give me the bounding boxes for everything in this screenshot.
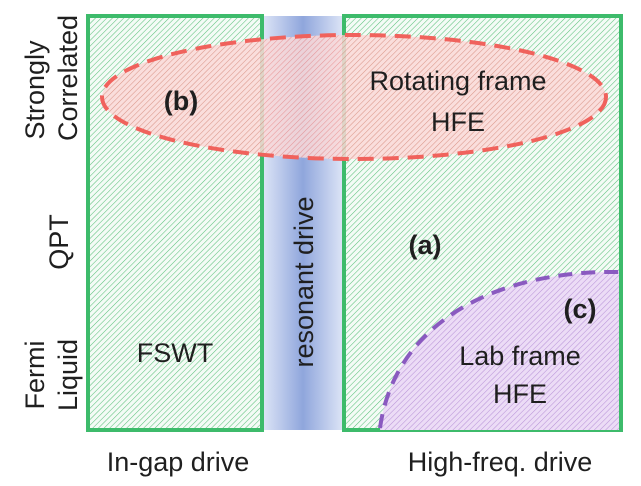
lab-frame-label: Lab frame bbox=[459, 341, 581, 371]
marker-b: (b) bbox=[164, 86, 198, 116]
resonant-drive-label: resonant drive bbox=[289, 196, 319, 367]
marker-c: (c) bbox=[564, 294, 597, 324]
y-label-strongly: Strongly bbox=[20, 40, 50, 140]
lab-frame-hfe-label: HFE bbox=[493, 379, 547, 409]
y-label-fermi: Fermi bbox=[20, 341, 50, 410]
lab-frame-boundary bbox=[378, 269, 620, 429]
lab-frame-region bbox=[380, 271, 619, 430]
x-label-in-gap: In-gap drive bbox=[107, 447, 250, 477]
y-axis-labels: Strongly Correlated QPT Fermi Liquid bbox=[20, 15, 83, 411]
x-axis-labels: In-gap drive High-freq. drive bbox=[107, 447, 593, 477]
marker-a: (a) bbox=[409, 230, 442, 260]
x-label-high-freq: High-freq. drive bbox=[408, 447, 593, 477]
y-label-qpt: QPT bbox=[44, 214, 74, 270]
y-label-correlated: Correlated bbox=[53, 15, 83, 141]
rotating-frame-ellipse bbox=[100, 33, 608, 161]
y-label-liquid: Liquid bbox=[53, 339, 83, 411]
fswt-label: FSWT bbox=[137, 338, 213, 368]
rotating-frame-hfe-label: HFE bbox=[431, 107, 485, 137]
rotating-frame-label: Rotating frame bbox=[369, 66, 546, 96]
